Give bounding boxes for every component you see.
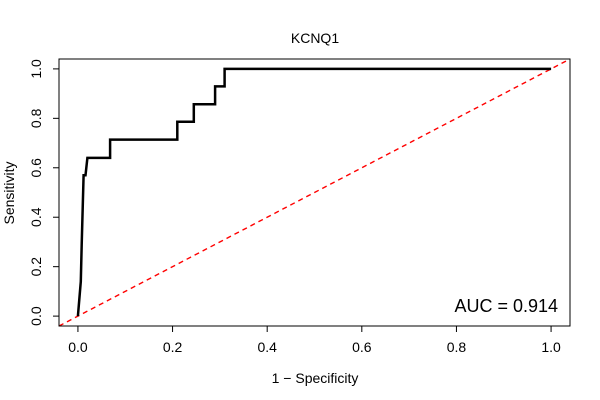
y-tick-label: 0.4 xyxy=(28,207,44,227)
roc-curve-line xyxy=(76,67,552,317)
chart-title: KCNQ1 xyxy=(291,30,339,46)
x-axis-label: 1 − Specificity xyxy=(272,370,359,386)
x-tick-label: 0.8 xyxy=(447,339,467,355)
reference-diagonal-line xyxy=(58,58,571,327)
y-axis-label: Sensitivity xyxy=(1,161,17,224)
x-tick-label: 0.2 xyxy=(163,339,183,355)
y-tick-label: 0.6 xyxy=(28,158,44,178)
x-axis: 0.0 0.2 0.4 0.6 0.8 1.0 xyxy=(68,325,561,355)
y-tick-label: 0.8 xyxy=(28,108,44,128)
series-layer xyxy=(58,58,571,327)
y-tick-label: 0.2 xyxy=(28,257,44,277)
y-tick-label: 0.0 xyxy=(28,306,44,326)
y-tick-label: 1.0 xyxy=(28,59,44,79)
x-tick-label: 0.0 xyxy=(68,339,88,355)
x-tick-label: 1.0 xyxy=(541,339,561,355)
y-axis: 0.0 0.2 0.4 0.6 0.8 1.0 xyxy=(28,59,60,326)
x-tick-label: 0.4 xyxy=(257,339,277,355)
auc-annotation: AUC = 0.914 xyxy=(454,296,558,316)
x-tick-label: 0.6 xyxy=(352,339,372,355)
